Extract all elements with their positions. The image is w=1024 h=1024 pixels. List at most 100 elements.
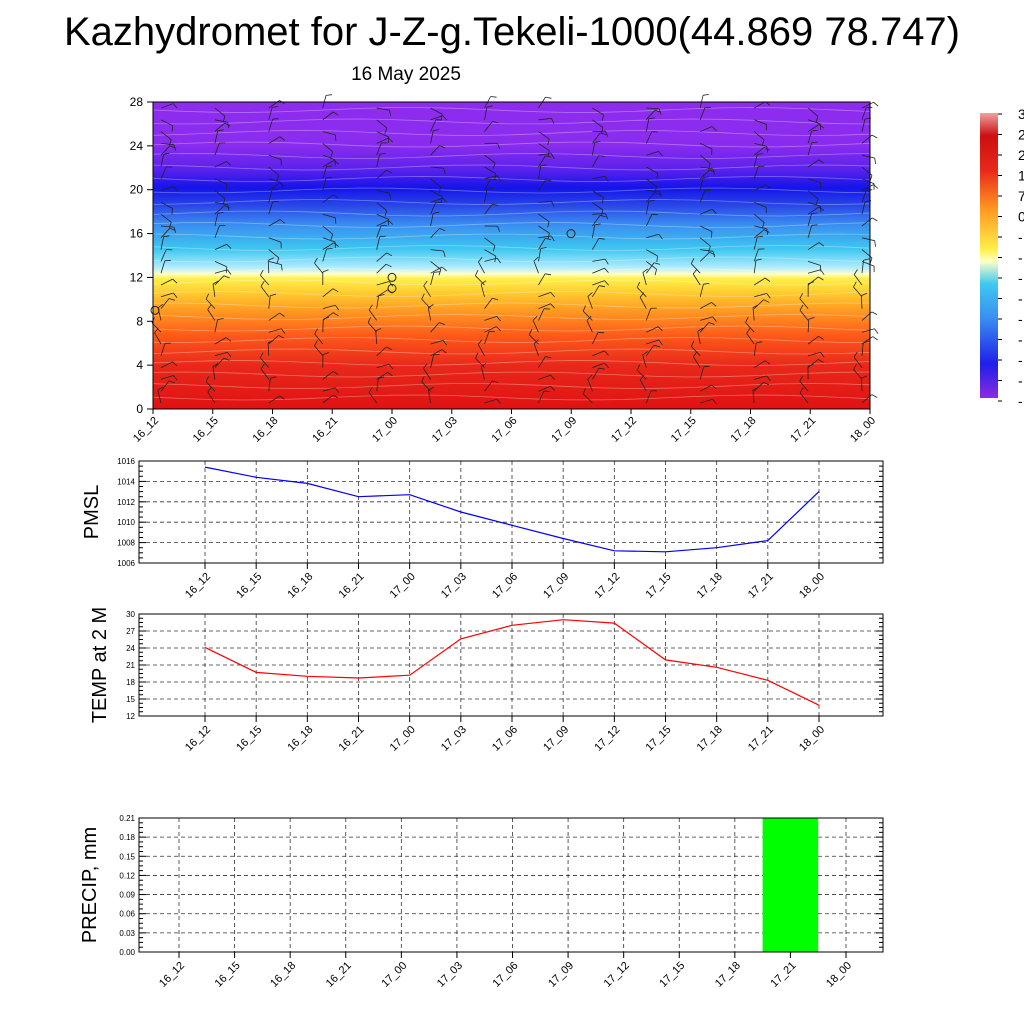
wind-barb-flag: [818, 276, 824, 281]
wind-barb-shaft: [268, 395, 280, 404]
x-tick-label: 17_21: [746, 571, 776, 601]
wind-barb-flag: [692, 268, 698, 275]
x-tick-label: 17_09: [541, 571, 571, 601]
x-tick-label: 17_06: [490, 724, 520, 754]
x-tick-label: 17_06: [490, 571, 520, 601]
wind-barb-shaft: [214, 243, 227, 250]
wind-barb-flag: [757, 153, 764, 155]
wind-barb-shaft: [699, 154, 711, 164]
wind-barb-shaft: [376, 346, 387, 357]
wind-barb-shaft: [477, 344, 485, 356]
x-tick-label: 18_00: [797, 571, 827, 601]
wind-barb-shaft: [807, 178, 821, 183]
wind-barb-flag: [389, 192, 391, 199]
wind-barb-flag: [599, 215, 606, 218]
wind-barb-shaft: [645, 214, 653, 227]
wind-barb-flag: [761, 139, 765, 146]
wind-barb-shaft: [160, 131, 172, 141]
wind-barb-shaft: [645, 201, 650, 215]
wind-barb-shaft: [807, 319, 810, 333]
x-tick-label: 17_18: [713, 960, 743, 990]
wind-barb-flag: [475, 270, 479, 276]
wind-barb-flag: [368, 387, 373, 393]
wind-barb-flag: [761, 222, 765, 229]
wind-barb-flag: [601, 197, 604, 204]
wind-barb-shaft: [861, 295, 863, 309]
wind-barb-shaft: [700, 302, 712, 309]
wind-barb-flag: [711, 384, 717, 390]
wind-barb-shaft: [214, 337, 227, 345]
wind-barb-flag: [281, 182, 283, 189]
wind-barb-flag: [551, 118, 555, 124]
colorbar-strip: [980, 113, 998, 398]
wind-barb-flag: [384, 210, 388, 217]
wind-barb-shaft: [754, 293, 767, 298]
wind-barb-flag: [388, 281, 394, 287]
wind-barb-shaft: [322, 166, 327, 179]
wind-barb-shaft: [807, 119, 821, 125]
wind-barb-flag: [441, 196, 443, 203]
wind-barb-shaft: [314, 345, 324, 357]
wind-barb-shaft: [484, 257, 498, 262]
wind-barb-flag: [333, 194, 339, 199]
wind-barb-shaft: [160, 249, 167, 262]
wind-barb-shaft: [160, 119, 173, 127]
wind-barb-flag: [642, 351, 648, 356]
wind-barb-flag: [594, 140, 601, 143]
wind-barb-shaft: [692, 356, 701, 368]
wind-barb-shaft: [480, 366, 485, 380]
wind-barb-shaft: [700, 384, 712, 392]
profile-y-tick-label: 28: [130, 95, 144, 109]
wind-barb-shaft: [322, 177, 327, 191]
wind-barb-shaft: [586, 320, 593, 333]
wind-barb-shaft: [268, 201, 274, 215]
wind-barb-shaft: [692, 273, 701, 286]
wind-barb-shaft: [753, 299, 764, 309]
wind-barb-flag: [169, 227, 176, 231]
wind-barb-flag: [642, 268, 649, 273]
wind-barb-flag: [205, 293, 210, 300]
wind-barb-shaft: [430, 228, 440, 239]
wind-barb-flag: [818, 335, 824, 340]
wind-barb-flag: [765, 184, 771, 189]
wind-barb-flag: [818, 206, 825, 211]
wind-barb-shaft: [538, 179, 547, 191]
wind-barb-flag: [217, 212, 224, 214]
wind-barb-shaft: [538, 131, 550, 140]
profile-x-tick-label: 17_00: [370, 415, 400, 445]
wind-barb-flag: [314, 257, 318, 264]
profile-x-tick-label: 16_15: [191, 415, 221, 445]
wind-barb-flag: [871, 217, 878, 222]
wind-barb-shaft: [376, 289, 388, 298]
y-tick-label: 27: [126, 627, 135, 636]
x-tick-label: 16_12: [157, 960, 187, 990]
wind-barb-flag: [421, 376, 425, 382]
y-tick-label: 1014: [117, 477, 135, 486]
wind-barb-flag: [766, 228, 769, 235]
series-line: [204, 619, 820, 706]
wind-barb-flag: [550, 385, 555, 391]
wind-barb-flag: [330, 234, 334, 241]
wind-barb-shaft: [538, 213, 550, 222]
wind-barb-flag: [811, 130, 818, 132]
profile-x-tick-label: 17_12: [609, 415, 639, 445]
wind-barb-shaft: [322, 154, 336, 160]
wind-barb-shaft: [430, 272, 435, 286]
wind-barb-flag: [477, 339, 483, 345]
wind-barb-flag: [533, 256, 539, 262]
wind-barb-shaft: [533, 343, 539, 356]
isotherm-line: [152, 279, 871, 286]
wind-barb-shaft: [376, 131, 389, 138]
wind-barb-shaft: [700, 398, 713, 404]
wind-barb-shaft: [322, 288, 334, 298]
wind-barb-shaft: [582, 393, 593, 404]
wind-barb-flag: [423, 280, 428, 287]
wind-barb-flag: [157, 303, 164, 309]
wind-barb-flag: [656, 173, 659, 180]
x-tick-label: 17_15: [644, 571, 674, 601]
wind-barb-flag: [863, 258, 870, 261]
wind-barb-shaft: [645, 308, 652, 321]
wind-barb-flag: [172, 186, 178, 192]
wind-barb-shaft: [699, 190, 706, 203]
